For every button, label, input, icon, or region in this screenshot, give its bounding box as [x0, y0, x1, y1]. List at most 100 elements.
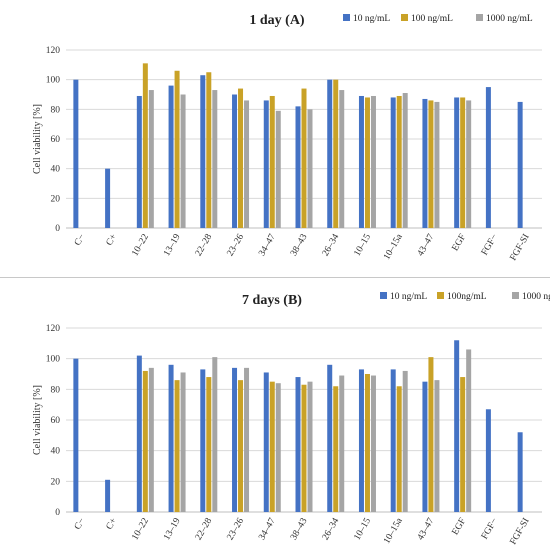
bar-10-ng-ml-26-34 — [327, 79, 333, 229]
bar-10-ng-ml-13-19 — [168, 364, 174, 512]
y-axis-title: Cell viability [%] — [32, 385, 43, 455]
x-tick-label: 22–28 — [194, 232, 215, 258]
x-tick-label: 26–34 — [321, 516, 342, 542]
bar-100-ng-ml-38-43 — [301, 88, 307, 228]
legend-swatch-100ng-ml — [437, 292, 444, 299]
bar-1000-ng-ml-22-28 — [212, 357, 218, 512]
bar-10-ng-ml-26-34 — [327, 364, 333, 512]
y-tick-label: 80 — [51, 385, 61, 395]
legend-swatch-10-ng-ml — [380, 292, 387, 299]
bar-10-ng-ml-38-43 — [295, 106, 301, 228]
bar-100ng-ml-34-47 — [269, 381, 275, 512]
x-tick-label: C− — [73, 233, 88, 248]
x-tick-label: FGF-SI — [509, 233, 532, 263]
y-tick-label: 20 — [51, 477, 61, 487]
x-tick-label: FGF-SI — [509, 517, 532, 547]
x-tick-label: EGF — [451, 233, 469, 254]
bar-100-ng-ml-34-47 — [269, 95, 275, 228]
bar-100ng-ml-10-15a — [396, 386, 402, 512]
bar-10-ng-ml-10-15a — [390, 97, 396, 228]
bar-1000-ng-ml-23-26 — [244, 100, 250, 228]
bar-1000-ng-ml-23-26 — [244, 367, 250, 512]
bar-1000-ng-ml-34-47 — [275, 383, 281, 512]
bar-1000-ng-ml-38-43 — [307, 109, 313, 228]
legend-swatch-10-ng-ml — [343, 14, 350, 21]
chart-title: 1 day (A) — [249, 13, 305, 28]
bar-10-ng-ml-egf — [454, 97, 460, 228]
bar-10-ng-ml-10-15a — [390, 369, 396, 512]
y-tick-label: 100 — [46, 76, 61, 86]
y-tick-label: 40 — [51, 165, 61, 175]
x-tick-label: C+ — [105, 233, 120, 248]
bar-1000-ng-ml-26-34 — [339, 90, 345, 228]
y-tick-label: 120 — [46, 46, 61, 56]
bar-10-ng-ml-fgf — [485, 409, 491, 512]
legend-swatch-1000-ng-ml — [476, 14, 483, 21]
bar-10-ng-ml-fgf-si — [517, 101, 523, 228]
x-tick-label: 26–34 — [321, 232, 342, 258]
bar-10-ng-ml-34-47 — [263, 372, 269, 512]
bar-10-ng-ml-fgf — [485, 87, 491, 228]
bar-1000-ng-ml-10-15 — [370, 375, 376, 512]
y-tick-label: 40 — [51, 447, 61, 457]
bar-1000-ng-ml-10-22 — [148, 367, 154, 512]
bar-10-ng-ml-10-15 — [358, 95, 364, 228]
bar-10-ng-ml-22-28 — [200, 369, 206, 512]
bar-1000-ng-ml-34-47 — [275, 110, 281, 228]
x-tick-label: 38–43 — [289, 232, 310, 258]
bar-100ng-ml-13-19 — [174, 380, 180, 512]
bar-10-ng-ml-c — [73, 79, 79, 229]
y-tick-label: 100 — [46, 355, 61, 365]
bar-100ng-ml-23-26 — [238, 380, 244, 512]
bar-1000-ng-ml-43-47 — [434, 380, 440, 512]
x-tick-label: 10–15 — [353, 232, 374, 258]
legend-label-10-ng-ml: 10 ng/mL — [390, 292, 427, 302]
bar-10-ng-ml-c — [105, 168, 111, 228]
y-tick-label: 0 — [55, 224, 60, 234]
bar-100ng-ml-10-15 — [364, 374, 370, 512]
x-tick-label: C− — [73, 517, 88, 532]
x-tick-label: FGF− — [480, 517, 500, 542]
chart-7-days-svg: 7 days (B) 10 ng/mL 100ng/mL 1000 ng/mL 0 20 4… — [32, 292, 550, 547]
chart-1-day-svg: 1 day (A) 10 ng/mL 100 ng/mL 1000 ng/mL 0 20 4… — [32, 13, 542, 263]
bar-100ng-ml-10-22 — [142, 370, 148, 512]
bar-10-ng-ml-egf — [454, 340, 460, 512]
bar-100-ng-ml-43-47 — [428, 100, 434, 228]
x-tick-label: 10–15a — [382, 516, 405, 546]
bar-100-ng-ml-26-34 — [333, 79, 339, 229]
bar-100-ng-ml-23-26 — [238, 88, 244, 228]
bar-10-ng-ml-fgf-si — [517, 432, 523, 512]
y-tick-label: 60 — [51, 135, 61, 145]
bar-10-ng-ml-13-19 — [168, 85, 174, 228]
bar-10-ng-ml-22-28 — [200, 75, 206, 228]
bar-10-ng-ml-38-43 — [295, 377, 301, 512]
x-tick-label: EGF — [451, 517, 469, 538]
bar-100ng-ml-43-47 — [428, 357, 434, 512]
bar-10-ng-ml-10-22 — [136, 355, 142, 512]
bar-1000-ng-ml-38-43 — [307, 381, 313, 512]
x-tick-label: 34–47 — [257, 232, 278, 258]
bar-10-ng-ml-10-22 — [136, 95, 142, 228]
bar-10-ng-ml-43-47 — [422, 381, 428, 512]
y-tick-label: 120 — [46, 324, 61, 334]
bar-100-ng-ml-22-28 — [206, 72, 212, 228]
x-tick-label: 38–43 — [289, 516, 310, 542]
bar-10-ng-ml-23-26 — [232, 367, 238, 512]
x-tick-label: FGF− — [480, 233, 500, 258]
x-tick-label: 23–26 — [226, 232, 247, 258]
x-tick-label: 10–22 — [130, 516, 151, 542]
x-tick-label: 43–47 — [416, 516, 437, 542]
x-tick-label: 10–22 — [130, 232, 151, 258]
x-tick-label: C+ — [105, 517, 120, 532]
legend-swatch-100-ng-ml — [401, 14, 408, 21]
chart-title: 7 days (B) — [242, 293, 302, 308]
x-tick-label: 10–15 — [353, 516, 374, 542]
bar-10-ng-ml-34-47 — [263, 100, 269, 228]
bar-1000-ng-ml-43-47 — [434, 101, 440, 228]
bar-100-ng-ml-egf — [460, 97, 466, 228]
x-tick-label: 23–26 — [226, 516, 247, 542]
bar-1000-ng-ml-10-22 — [148, 90, 154, 228]
bar-100ng-ml-22-28 — [206, 377, 212, 512]
bar-1000-ng-ml-10-15a — [402, 93, 408, 229]
